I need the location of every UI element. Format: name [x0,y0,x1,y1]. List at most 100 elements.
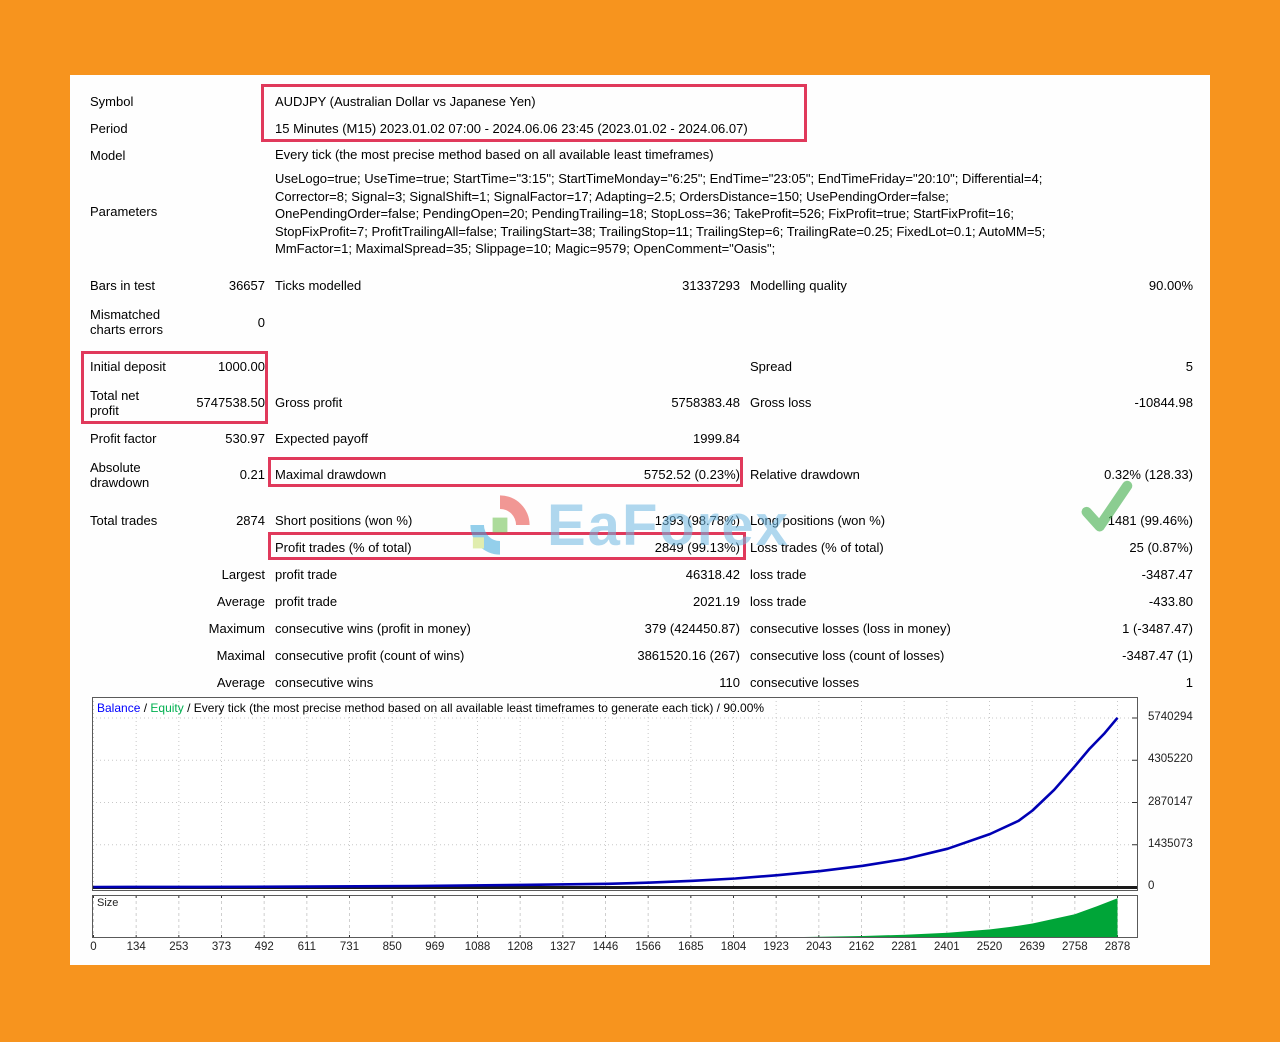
stat-label-1: Profit factor [90,431,157,446]
info-row-value: 15 Minutes (M15) 2023.01.02 07:00 - 2024… [275,120,748,136]
stat-row: Absolute drawdown 0.21 Maximal drawdown … [70,452,1210,497]
stat-label-1: Initial deposit [90,359,166,374]
size-chart [92,895,1138,938]
stat-value-2: 3861520.16 (267) [637,648,740,663]
stat-value-3: 25 (0.87%) [1129,540,1193,555]
y-axis-tick-label: 2870147 [1148,795,1193,808]
stat-row: Initial deposit 1000.00 Spread 5 [70,353,1210,380]
x-axis-tick-label: 1327 [550,941,576,953]
stat-label-2: Expected payoff [275,431,368,446]
stat-label-2: profit trade [275,567,338,582]
stat-label-3: loss trade [750,567,807,582]
legend-balance: Balance [97,701,141,715]
section-gap [70,258,1210,272]
info-row-label: Model [90,147,126,163]
stat-value-2: 110 [719,675,740,690]
stat-row: Total trades 2874 Short positions (won %… [70,507,1210,534]
stat-value-3: 1 (-3487.47) [1122,621,1193,636]
stat-label-2: Short positions (won %) [275,513,413,528]
stat-label-2: consecutive profit (count of wins) [275,648,465,663]
y-axis-tick-label: 4305220 [1148,753,1193,766]
stat-row: Mismatched charts errors 0 [70,299,1210,345]
stat-label-2: Profit trades (% of total) [275,540,412,555]
x-axis-tick-label: 1923 [763,941,789,953]
stat-value-2: 5752.52 (0.23%) [643,467,740,482]
stat-value-1: 5747538.50 [196,395,265,410]
stat-value-2: 1999.84 [693,431,740,446]
x-axis-tick-label: 2878 [1104,941,1131,953]
legend-model-text: / Every tick (the most precise method ba… [187,701,765,715]
stat-row: Profit trades (% of total) 2849 (99.13%)… [70,534,1210,561]
info-row-label: Period [90,121,128,136]
stat-label-1: Absolute drawdown [90,459,150,490]
x-axis-tick-label: 1088 [464,941,491,953]
stat-rows: Bars in test 36657 Ticks modelled 313372… [70,272,1210,696]
stat-label-2: consecutive wins (profit in money) [275,621,471,636]
stat-value-2: 2021.19 [693,594,740,609]
stat-label-1: Total net profit [90,387,140,418]
stat-value-2: 5758383.48 [671,395,740,410]
stat-value-1: Average [216,594,265,609]
stat-label-3: consecutive losses [750,675,860,690]
x-axis-tick-label: 1566 [635,941,661,953]
x-axis-tick-label: 0 [90,941,97,953]
stat-row: Average consecutive wins 110 consecutive… [70,669,1210,696]
stat-value-1: 2874 [236,513,265,528]
stat-row: Bars in test 36657 Ticks modelled 313372… [70,272,1210,299]
stat-label-2: Ticks modelled [275,278,362,293]
x-axis-tick-label: 1446 [592,941,619,953]
x-axis-tick-label: 2401 [934,941,960,953]
stat-value-3: -3487.47 [1141,567,1193,582]
row-gap [70,497,1210,507]
legend-equity: Equity [150,701,184,715]
stat-value-1: Maximum [208,621,265,636]
info-row: Symbol AUDJPY (Australian Dollar vs Japa… [70,88,1210,115]
report-rows: Symbol AUDJPY (Australian Dollar vs Japa… [70,88,1210,696]
stat-label-3: Long positions (won %) [750,513,886,528]
stat-value-3: 1481 (99.46%) [1107,513,1193,528]
info-row: Parameters UseLogo=true; UseTime=true; S… [70,168,1210,258]
info-row-label: Parameters [90,204,158,219]
row-gap [70,345,1210,353]
stat-label-2: profit trade [275,594,338,609]
stat-label-3: consecutive losses (loss in money) [750,621,951,636]
info-rows: Symbol AUDJPY (Australian Dollar vs Japa… [70,88,1210,258]
stat-label-3: consecutive loss (count of losses) [750,648,945,663]
x-axis-tick-label: 731 [339,941,360,953]
x-axis-tick-label: 492 [254,941,274,953]
stat-value-2: 1393 (98.78%) [654,513,740,528]
stat-value-1: Maximal [216,648,265,663]
stat-row: Total net profit 5747538.50 Gross profit… [70,380,1210,425]
stat-value-2: 31337293 [682,278,740,293]
info-row-value: AUDJPY (Australian Dollar vs Japanese Ye… [275,93,536,109]
x-axis-tick-label: 373 [211,941,232,953]
x-axis-tick-label: 2043 [806,941,832,953]
x-axis-tick-label: 253 [169,941,189,953]
info-row: Model Every tick (the most precise metho… [70,142,1210,168]
stat-label-3: Gross loss [750,395,812,410]
stat-value-3: 90.00% [1148,278,1193,293]
stat-value-1: 0 [257,314,265,330]
x-axis-tick-label: 1804 [720,941,747,953]
stat-value-2: 2849 (99.13%) [654,540,740,555]
y-axis-tick-label: 1435073 [1148,837,1193,850]
x-axis-tick-label: 2639 [1019,941,1045,953]
x-axis-tick-label: 1208 [507,941,533,953]
stat-value-3: 1 [1185,675,1193,690]
stat-label-3: Spread [750,359,792,374]
stat-label-2: Maximal drawdown [275,467,387,482]
stat-row: Largest profit trade 46318.42 loss trade… [70,561,1210,588]
x-axis-tick-label: 2281 [891,941,917,953]
stat-label-2: Gross profit [275,395,343,410]
x-axis-tick-label: 611 [297,941,316,953]
info-row-label: Symbol [90,94,134,109]
stat-row: Profit factor 530.97 Expected payoff 199… [70,425,1210,452]
stat-value-3: -3487.47 (1) [1122,648,1193,663]
stat-row: Maximum consecutive wins (profit in mone… [70,615,1210,642]
balance-chart [92,697,1138,891]
stat-label-3: Loss trades (% of total) [750,540,884,555]
stat-label-1: Bars in test [90,278,156,293]
stat-value-3: -10844.98 [1134,395,1193,410]
stat-value-1: 530.97 [225,431,265,446]
